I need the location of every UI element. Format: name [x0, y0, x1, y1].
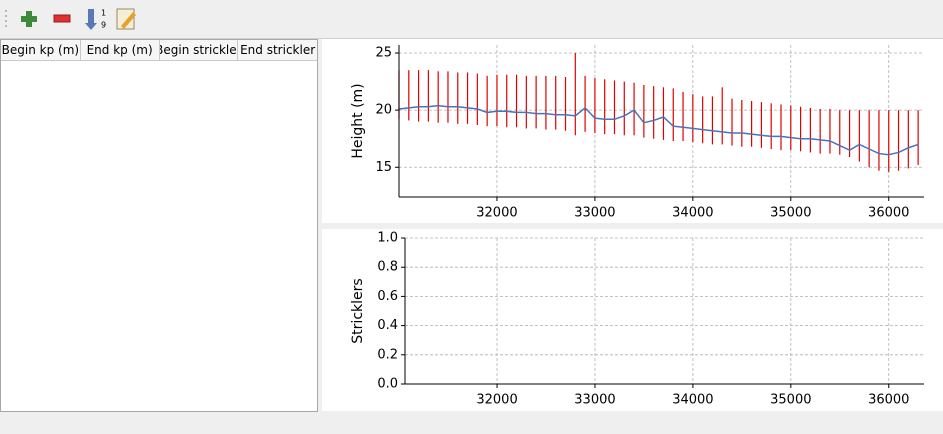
x-tick-label: 35000 [770, 393, 811, 408]
edit-button[interactable] [116, 8, 136, 30]
svg-text:9: 9 [101, 21, 106, 30]
x-tick-label: 33000 [574, 206, 615, 221]
y-tick-label: 0.4 [377, 318, 398, 333]
grip [5, 10, 7, 27]
x-tick-label: 32000 [476, 393, 517, 408]
table-header: Begin kp (m) End kp (m) Begin strickler … [1, 40, 317, 61]
figure-background [322, 229, 943, 411]
y-tick-label: 25 [375, 46, 392, 61]
toolbar-icons: 19 [5, 8, 136, 31]
x-tick-label: 36000 [868, 393, 909, 408]
y-tick-label: 0.6 [377, 289, 398, 304]
remove-button[interactable] [53, 14, 71, 23]
x-tick-label: 34000 [672, 206, 713, 221]
y-tick-label: 1.0 [377, 231, 398, 246]
y-tick-label: 0.0 [377, 377, 398, 392]
y-tick-label: 0.8 [377, 260, 398, 275]
svg-text:1: 1 [101, 9, 106, 18]
add-button[interactable] [21, 11, 37, 27]
strickler-table: Begin kp (m) End kp (m) Begin strickler … [0, 39, 318, 412]
x-tick-label: 33000 [574, 393, 615, 408]
x-tick-label: 36000 [868, 206, 909, 221]
y-axis-label: Height (m) [350, 83, 366, 158]
header-cell[interactable]: Begin strickler [160, 40, 239, 60]
sort-button[interactable]: 19 [85, 9, 106, 31]
x-tick-label: 32000 [476, 206, 517, 221]
header-cell[interactable]: Begin kp (m) [1, 40, 81, 60]
header-cell[interactable]: End kp (m) [81, 40, 160, 60]
y-axis-label: Stricklers [350, 278, 366, 343]
y-tick-label: 15 [375, 160, 392, 175]
x-tick-label: 34000 [672, 393, 713, 408]
figure-background [322, 39, 943, 223]
y-tick-label: 20 [375, 103, 392, 118]
y-tick-label: 0.2 [377, 347, 398, 362]
line-series [398, 104, 919, 156]
x-tick-label: 35000 [770, 206, 811, 221]
header-cell[interactable]: End strickler [240, 43, 316, 57]
